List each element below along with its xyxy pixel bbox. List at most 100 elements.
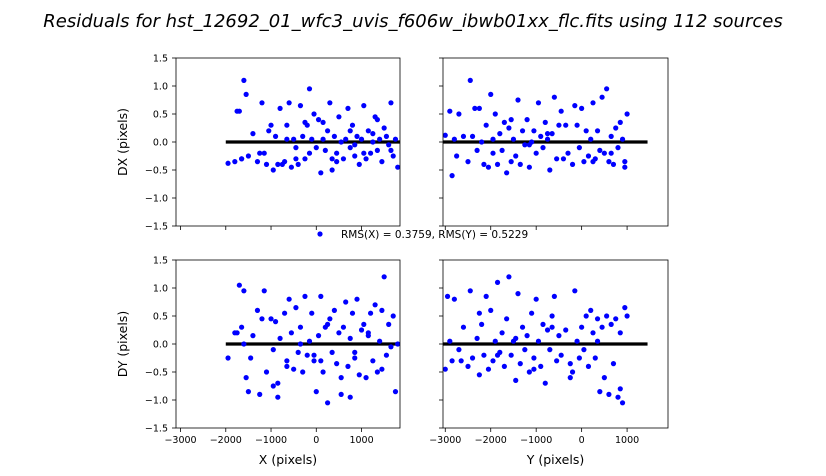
- data-point: [277, 105, 283, 111]
- data-point: [447, 108, 453, 114]
- y-tick-label: 1.0: [153, 284, 168, 295]
- data-point: [381, 125, 387, 131]
- data-point: [601, 150, 607, 156]
- data-point: [313, 145, 319, 151]
- data-point: [540, 321, 546, 327]
- data-point: [293, 145, 299, 151]
- data-point: [243, 375, 249, 381]
- data-point: [535, 338, 542, 344]
- data-point: [585, 363, 592, 369]
- data-point: [286, 296, 292, 302]
- data-points: [443, 274, 630, 406]
- data-point: [529, 310, 535, 316]
- data-point: [282, 310, 288, 316]
- legend-marker: [317, 231, 323, 237]
- data-point: [551, 94, 557, 100]
- data-point: [363, 156, 369, 162]
- data-point: [352, 355, 358, 361]
- data-point: [479, 139, 485, 145]
- data-point: [608, 133, 614, 139]
- y-tick-label: 0.0: [153, 138, 168, 149]
- data-point: [293, 305, 299, 311]
- data-point: [334, 150, 340, 156]
- data-point: [504, 170, 510, 176]
- data-point: [324, 128, 331, 134]
- data-point: [327, 316, 333, 322]
- data-point: [538, 133, 544, 139]
- data-point: [490, 136, 496, 142]
- data-point: [300, 133, 306, 139]
- data-point: [544, 131, 551, 137]
- data-point: [524, 333, 530, 339]
- data-point: [601, 375, 607, 381]
- x-axis-label: X (pixels): [259, 452, 317, 467]
- data-point: [377, 338, 383, 344]
- data-point: [365, 330, 371, 336]
- data-point: [535, 100, 542, 106]
- x-tick-label: 1000: [615, 435, 639, 446]
- data-point: [356, 372, 362, 378]
- x-tick-label: 1000: [349, 435, 373, 446]
- y-tick-label: −0.5: [145, 166, 168, 177]
- data-point: [358, 136, 365, 142]
- data-point: [291, 366, 297, 372]
- data-point: [551, 293, 557, 299]
- y-tick-label: 0.5: [153, 312, 168, 323]
- data-point: [241, 341, 247, 347]
- data-point: [379, 366, 385, 372]
- data-point: [599, 324, 605, 330]
- data-point: [327, 100, 333, 106]
- data-point: [268, 316, 274, 322]
- data-point: [531, 366, 537, 372]
- y-tick-label: 1.5: [153, 256, 168, 267]
- data-point: [318, 170, 324, 176]
- data-point: [615, 145, 621, 151]
- data-point: [476, 105, 482, 111]
- data-point: [567, 361, 573, 367]
- data-point: [519, 324, 526, 330]
- data-point: [288, 164, 294, 170]
- data-point: [513, 153, 519, 159]
- data-point: [388, 100, 394, 106]
- data-point: [594, 338, 601, 344]
- legend: RMS(X) = 0.3759, RMS(Y) = 0.5229: [317, 229, 528, 241]
- data-point: [286, 100, 292, 106]
- data-point: [508, 159, 514, 165]
- data-point: [606, 391, 612, 397]
- data-point: [540, 145, 546, 151]
- data-point: [585, 153, 592, 159]
- data-point: [306, 86, 313, 92]
- data-point: [492, 338, 498, 344]
- data-point: [576, 145, 582, 151]
- data-point: [567, 375, 573, 381]
- data-point: [309, 310, 315, 316]
- data-point: [610, 161, 617, 167]
- data-point: [449, 173, 455, 179]
- figure-title: Residuals for hst_12692_01_wfc3_uvis_f60…: [43, 11, 782, 32]
- data-point: [569, 369, 576, 375]
- y-tick-label: 0.0: [153, 340, 168, 351]
- x-tick-label: −2000: [210, 435, 242, 446]
- data-points: [225, 77, 400, 176]
- data-point: [241, 77, 247, 83]
- panel-dx-vs-x: 1.5 1.0 0.5 0.0 −0.5 −1.0 −1.5 DX (pixels): [115, 54, 401, 233]
- panels-container: 1.51.00.50.0−0.5−1.0−1.5DX (pixels)1.51.…: [115, 54, 669, 467]
- data-point: [352, 349, 358, 355]
- data-point: [594, 128, 601, 134]
- data-point: [508, 352, 514, 358]
- data-point: [604, 313, 610, 319]
- data-point: [329, 156, 335, 162]
- data-point: [284, 363, 290, 369]
- data-point: [302, 293, 308, 299]
- x-tick-label: −1000: [255, 435, 287, 446]
- data-point: [347, 145, 353, 151]
- data-point: [386, 142, 392, 148]
- data-point: [460, 324, 467, 330]
- data-point: [374, 369, 380, 375]
- data-point: [533, 296, 539, 302]
- data-point: [315, 117, 322, 123]
- x-tick-label: −3000: [429, 435, 461, 446]
- y-axis-label: DX (pixels): [115, 108, 130, 176]
- data-point: [558, 108, 564, 114]
- data-point: [476, 372, 482, 378]
